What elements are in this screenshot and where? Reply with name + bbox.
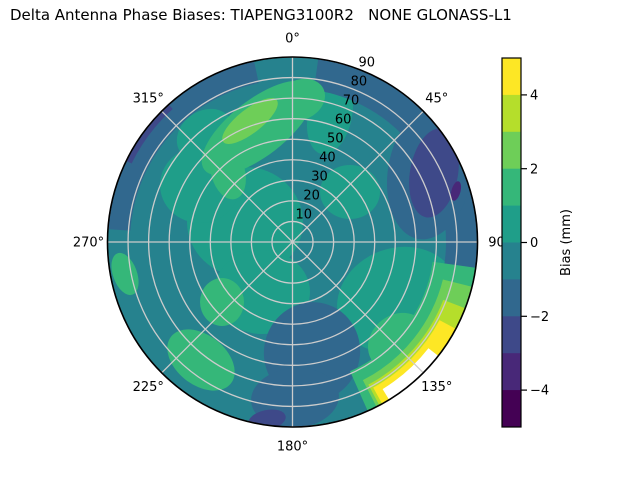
colorbar-band	[502, 94, 521, 133]
radial-tick-label: 30	[311, 170, 328, 185]
colorbar-tick-label: 4	[530, 88, 538, 103]
angular-tick-label: 315°	[133, 91, 164, 106]
angular-tick-label: 0°	[285, 32, 300, 47]
radial-tick-label: 90	[358, 56, 375, 71]
angular-tick-label: 135°	[421, 380, 452, 395]
polar-grid	[106, 56, 479, 428]
colorbar-band	[502, 205, 521, 243]
radial-tick-label: 50	[327, 132, 344, 147]
colorbar-band	[502, 58, 521, 96]
angular-tick-label: 225°	[133, 380, 164, 395]
colorbar-band	[502, 316, 521, 354]
colorbar-band	[502, 131, 521, 170]
colorbar-tick-label: −2	[530, 310, 549, 325]
figure-title: Delta Antenna Phase Biases: TIAPENG3100R…	[10, 6, 512, 24]
angular-tick-label: 90	[488, 236, 505, 251]
radial-tick-label: 40	[319, 151, 336, 166]
radial-tick-label: 70	[343, 94, 360, 109]
radial-tick-label: 60	[335, 113, 352, 128]
colorbar-tick-label: 0	[530, 236, 538, 251]
radial-tick-label: 10	[296, 208, 313, 223]
colorbar-axis-label: Bias (mm)	[559, 209, 574, 276]
radial-tick-label: 20	[303, 189, 320, 204]
angular-tick-label: 180°	[277, 440, 308, 455]
angular-tick-label: 45°	[425, 91, 448, 106]
colorbar: 4 2 0 −2 −4 Bias (mm)	[501, 57, 574, 428]
angular-tick-labels: 0° 45° 90 135° 180° 225° 270° 315°	[73, 32, 505, 455]
colorbar-band	[502, 390, 521, 428]
radial-tick-labels: 10 20 30 40 50 60 70 80 90	[296, 56, 375, 223]
colorbar-band	[502, 353, 521, 391]
colorbar-tick-label: −4	[530, 384, 549, 399]
angular-tick-label: 270°	[73, 236, 104, 251]
polar-axes-boundary	[106, 56, 479, 428]
colorbar-band	[502, 242, 521, 280]
colorbar-band	[502, 279, 521, 317]
colorbar-band	[502, 168, 521, 207]
colorbar-tick-label: 2	[530, 162, 538, 177]
radial-tick-label: 80	[351, 75, 368, 90]
